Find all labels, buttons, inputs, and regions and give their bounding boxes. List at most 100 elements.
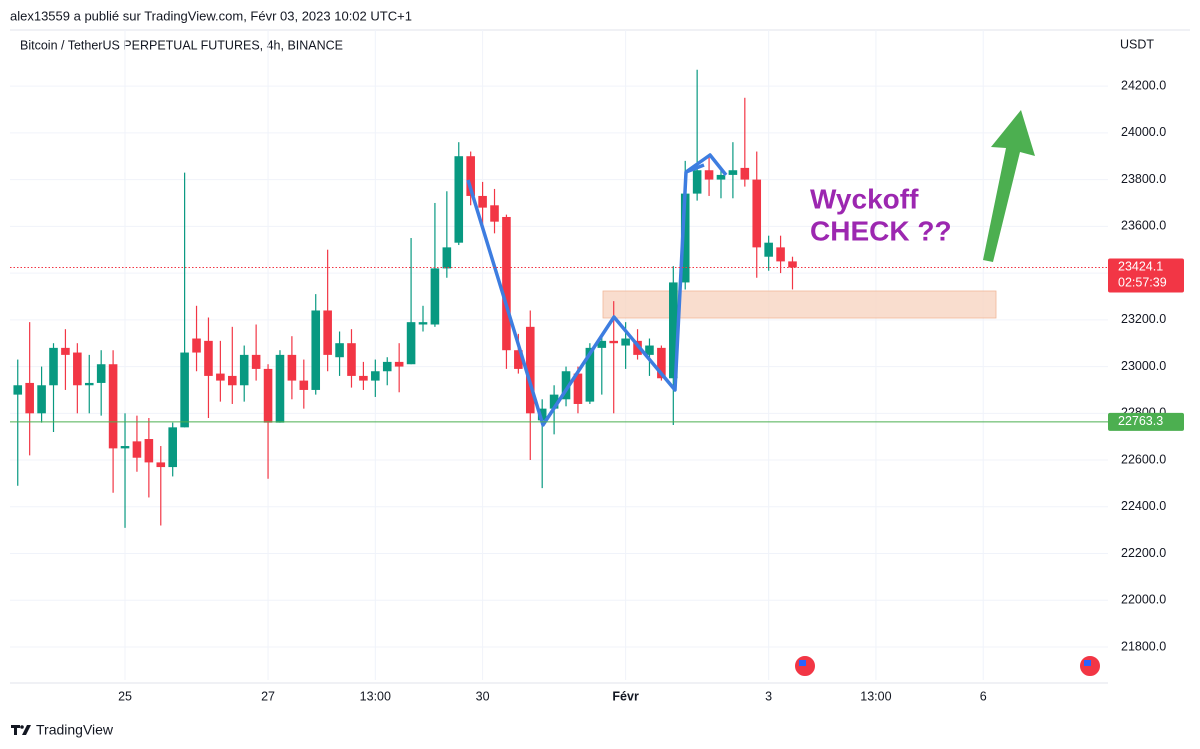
candle-body [287, 354, 297, 381]
event-icon [1078, 654, 1102, 678]
candle-body [430, 268, 440, 325]
candle-body [716, 174, 726, 180]
candle-body [692, 170, 702, 194]
candle-body [537, 408, 547, 421]
candle-body [764, 242, 773, 257]
y-tick-label: 22400.0 [1121, 499, 1166, 513]
candle-body [311, 310, 321, 390]
x-tick-label: 6 [980, 689, 987, 703]
candle-body [108, 364, 118, 449]
candle-body [466, 156, 475, 196]
candle-body [347, 343, 356, 376]
candle-body [251, 354, 261, 369]
annotation: CHECK ?? [810, 215, 952, 246]
candle-body [96, 364, 106, 383]
y-axis-label: USDT [1120, 37, 1154, 51]
candle-body [609, 340, 619, 344]
candle-body [73, 352, 82, 386]
candle-body [740, 167, 750, 180]
candle-body [228, 375, 237, 386]
candle-body [645, 345, 654, 355]
candle-body [263, 368, 273, 423]
candle-body [13, 385, 23, 395]
candle-body [323, 310, 332, 355]
candle-body [776, 247, 785, 262]
published-note: alex13559 a publié sur TradingView.com, … [10, 8, 412, 23]
candle-body [335, 343, 344, 358]
zigzag [466, 153, 728, 427]
candle-body [573, 373, 583, 404]
zigzag-segment [685, 163, 705, 174]
candle-body [669, 282, 678, 379]
candle-body [25, 382, 34, 414]
candle-body [156, 462, 166, 468]
candle-body [168, 427, 177, 468]
price-tag-label: 22763.3 [1118, 414, 1163, 428]
y-tick-label: 24200.0 [1121, 78, 1166, 92]
candle-body [394, 361, 404, 367]
candle-body [680, 193, 690, 283]
event-icon [793, 654, 817, 678]
x-tick-label: 13:00 [360, 689, 391, 703]
grid [10, 30, 1108, 680]
candle-body [144, 439, 154, 463]
y-tick-label: 23200.0 [1121, 312, 1166, 326]
candle-body [704, 170, 714, 180]
candle-body [418, 322, 428, 325]
candle-body [192, 338, 201, 353]
y-tick-label: 22000.0 [1121, 593, 1166, 607]
y-tick-label: 21800.0 [1121, 639, 1166, 653]
candle-body [561, 371, 571, 400]
y-tick-label: 24000.0 [1121, 125, 1166, 139]
candle-body [728, 170, 738, 175]
candle-body [502, 216, 511, 351]
candle-body [525, 326, 535, 414]
y-tick-label: 23800.0 [1121, 172, 1166, 186]
candles [13, 69, 797, 528]
candle-body [454, 156, 464, 243]
annotation: Wyckoff [810, 183, 919, 214]
price-tag [1108, 412, 1184, 431]
candle-body [299, 380, 309, 390]
x-tick-label: 30 [476, 689, 490, 703]
candle-body [621, 338, 630, 346]
candle-body [61, 347, 70, 355]
candle-body [49, 347, 58, 386]
price-tag [1108, 258, 1184, 293]
x-tick-label: 25 [118, 689, 132, 703]
y-tick-label: 23600.0 [1121, 219, 1166, 233]
y-tick-label: 23000.0 [1121, 359, 1166, 373]
x-tick-label: 27 [261, 689, 275, 703]
candle-body [359, 375, 368, 381]
candle-body [239, 354, 249, 386]
candle-body [37, 385, 46, 414]
candle-body [657, 347, 666, 379]
y-tick-label: 22200.0 [1121, 546, 1166, 560]
candle-body [382, 361, 392, 372]
x-tick-label: Févr [612, 689, 639, 703]
candle-body [371, 371, 380, 381]
logo [11, 725, 31, 735]
candle-body [549, 394, 559, 409]
candle-body [478, 195, 487, 208]
candle-body [752, 179, 762, 248]
y-tick-label: 22600.0 [1121, 452, 1166, 466]
candle-body [490, 205, 499, 222]
arrow [983, 110, 1035, 262]
candle-body [120, 446, 130, 449]
candle-body [514, 350, 523, 369]
candle-body [84, 382, 94, 386]
candle-body [406, 322, 416, 365]
countdown: 02:57:39 [1118, 276, 1167, 290]
candle-body [180, 352, 189, 428]
x-tick-label: 3 [765, 689, 772, 703]
candle-body [132, 441, 142, 458]
candle-body [275, 354, 285, 423]
candle-body [585, 347, 595, 402]
price-tag-label: 23424.1 [1118, 260, 1163, 274]
candle-body [216, 373, 225, 381]
brand: TradingView [36, 722, 114, 738]
